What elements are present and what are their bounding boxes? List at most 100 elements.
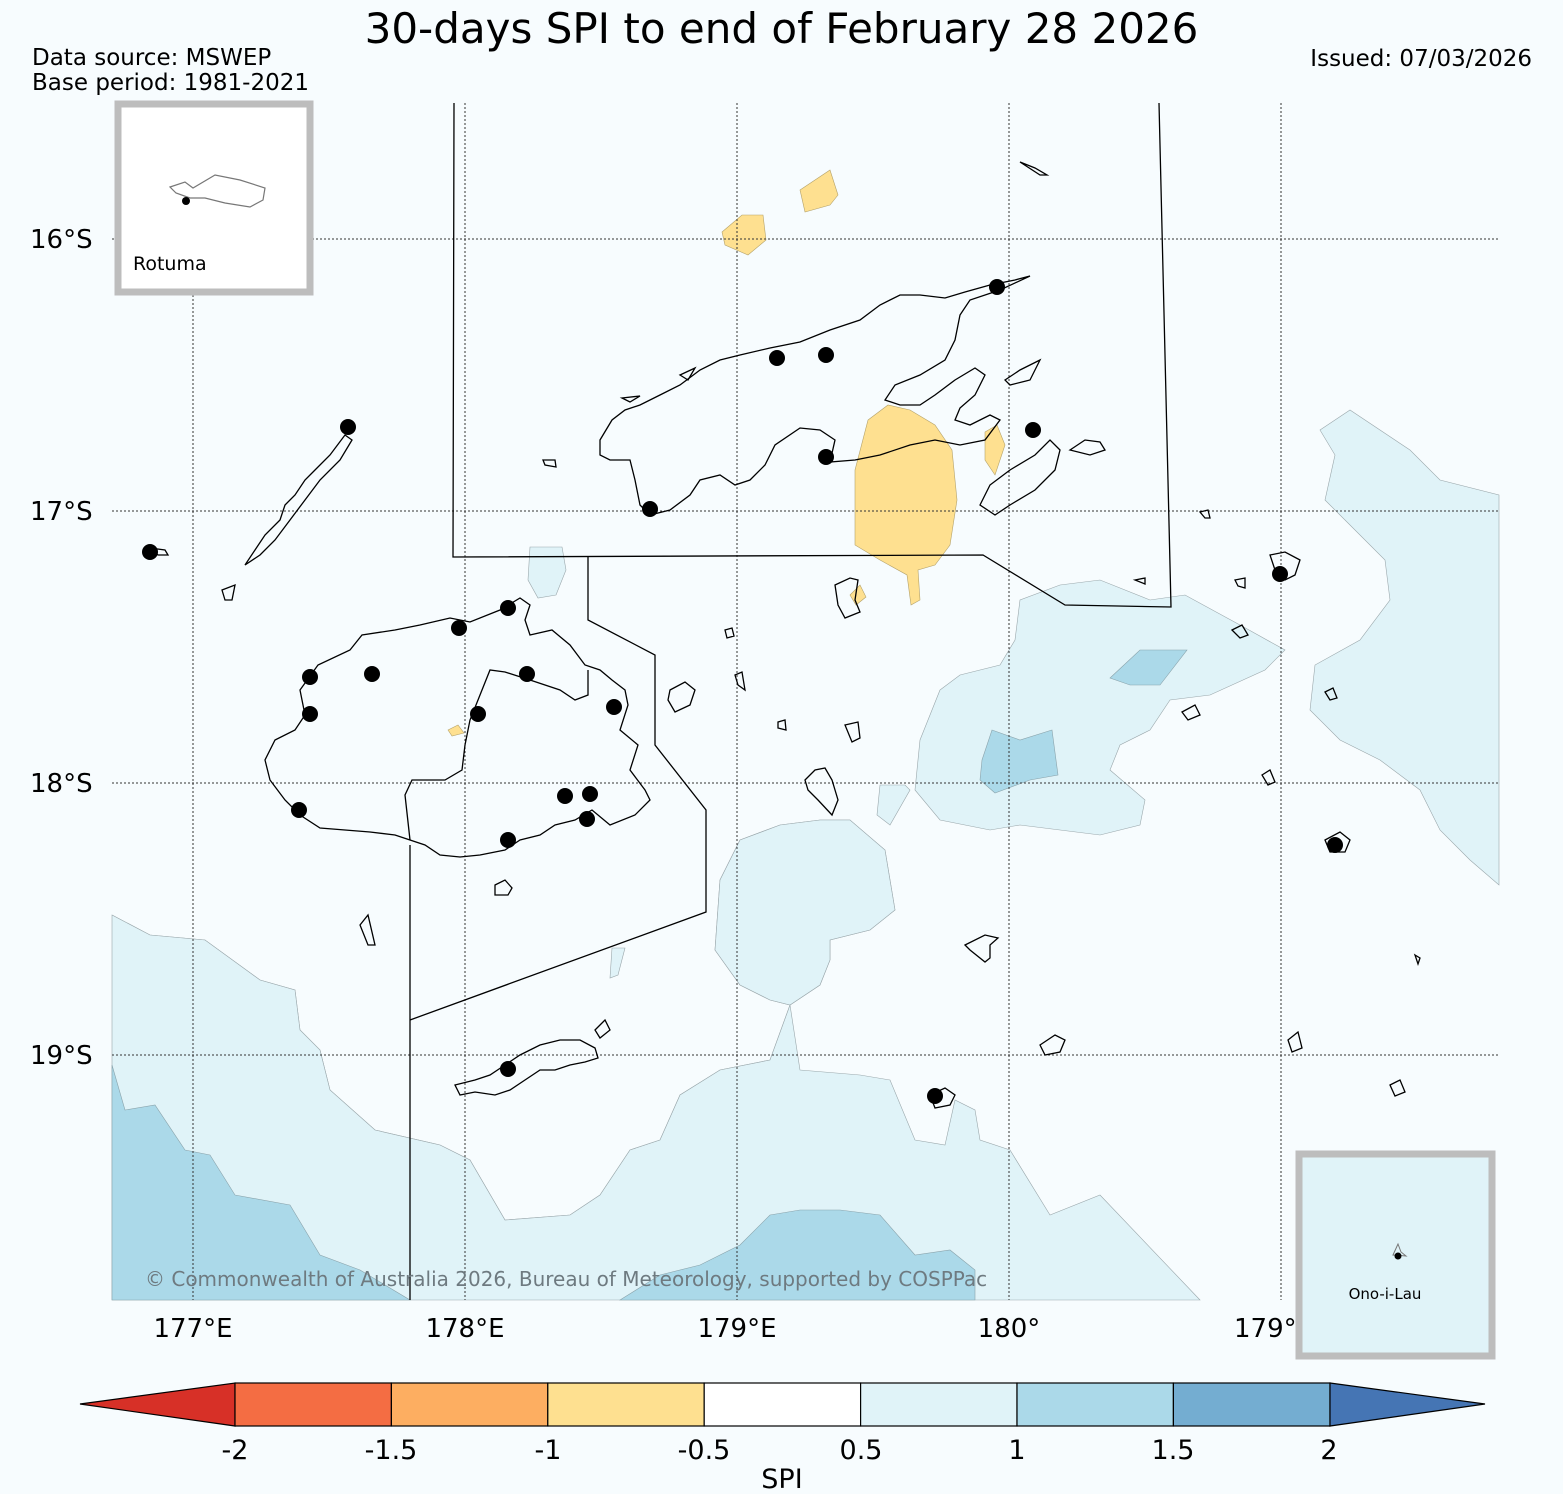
station [302,669,318,685]
station [818,347,834,363]
island-lau-7 [1287,1030,1303,1053]
spi-region-central [714,819,896,1006]
colorbar-extend-high [1329,1382,1486,1427]
station [340,419,356,435]
rotuma-coast [168,174,266,208]
station [1272,566,1288,582]
boundary-western-eastern [409,557,707,1021]
inset-rotuma-label: Rotuma [133,253,207,275]
viti-levu-inner [404,669,589,841]
island-lau-11 [1413,953,1421,967]
colorbar-segment [234,1382,392,1427]
lat-label: 19°S [30,1041,93,1071]
spi-region-s-deep [618,1209,976,1301]
lon-label: 177°E [153,1314,232,1344]
island-lau-4 [1181,704,1201,721]
boundary-northern [452,102,1172,608]
island-nairai [844,721,861,743]
copyright-text: © Commonwealth of Australia 2026, Bureau… [145,1267,987,1291]
inset-ono-label: Ono-i-Lau [1349,1285,1422,1303]
island-lau-10 [1132,577,1146,585]
lat-label: 16°S [30,225,93,255]
station [769,350,785,366]
station [470,706,486,722]
page-title: 30-days SPI to end of February 28 2026 [364,4,1199,53]
station [500,600,516,616]
colorbar-segment [703,1382,862,1427]
spi-wet-moderate-regions [111,649,1188,1301]
island-ono [594,1018,611,1039]
colorbar-tick: 2 [1320,1435,1337,1466]
station [927,1088,943,1104]
island-lau-9 [1198,509,1211,519]
island-naigani [724,627,735,639]
inset-rotuma-frame [114,100,314,296]
island-lau-5 [1261,769,1276,786]
station [364,666,380,682]
island-north-1 [1019,161,1050,176]
spi-region-far-east [1309,409,1500,886]
spi-region-dry-north-1 [721,214,767,256]
lon-label: 179°E [697,1314,776,1344]
data-source: Data source: MSWEP [32,45,272,71]
island-lau-2 [1234,577,1246,589]
station [182,197,190,205]
spi-region-e-deep-2 [979,729,1059,794]
island-nw-1 [542,459,557,468]
island-ovalau [667,681,696,713]
colorbar-label: SPI [761,1464,802,1494]
lon-label: 179° [1234,1314,1297,1344]
colorbar-tick: 0.5 [840,1435,883,1466]
spi-region-dry-north-2 [799,169,839,213]
station [1394,1252,1402,1260]
island-yasawa [244,434,353,566]
station [142,544,158,560]
colorbar-tick: -0.5 [678,1435,731,1466]
station [582,786,598,802]
island-lau-6 [1324,687,1338,701]
island-totoya [1039,1034,1066,1056]
division-boundaries [409,102,1172,1300]
station [291,802,307,818]
colorbar-segment [859,1382,1018,1427]
spi-region-small-2 [876,784,911,826]
axis-labels: 16°S 17°S 18°S 19°S 177°E 178°E 179°E 18… [30,225,1297,1344]
colorbar [79,1382,1486,1427]
lon-label: 180° [978,1314,1041,1344]
station [606,699,622,715]
spi-region-dry-small-2 [447,724,465,737]
colorbar-tick: -1 [535,1435,562,1466]
colorbar-extend-low [79,1382,236,1427]
colorbar-segment [1016,1382,1174,1427]
station [642,501,658,517]
island-koro [834,577,861,619]
station [519,666,535,682]
island-gau [804,767,839,817]
colorbar-tick: -1.5 [365,1435,418,1466]
island-north-2 [1003,358,1042,386]
colorbar-segment [1172,1382,1331,1427]
island-nw-2 [678,366,697,381]
colorbar-segment [547,1382,705,1427]
taveuni-coast [979,439,1061,516]
station [989,279,1005,295]
inset-ono-i-lau: Ono-i-Lau [1295,1150,1496,1360]
ono-i-lau-coast [1392,1242,1408,1257]
station [557,788,573,804]
island-makogai [734,671,746,692]
base-period: Base period: 1981-2021 [32,70,310,96]
station [1327,837,1343,853]
island-east-cluster [1068,439,1106,456]
island-vatulele [359,913,376,946]
spi-region-small-3 [609,947,626,979]
station [451,620,467,636]
colorbar-tick: 1 [1008,1435,1025,1466]
station [1025,422,1041,438]
island-lau-8 [1389,1079,1406,1097]
spi-region-south [111,914,1201,1301]
issued-date: Issued: 07/03/2026 [1310,46,1532,72]
station [500,832,516,848]
island-yadua [619,395,641,403]
data-source-info: Data source: MSWEP Base period: 1981-202… [32,46,309,96]
